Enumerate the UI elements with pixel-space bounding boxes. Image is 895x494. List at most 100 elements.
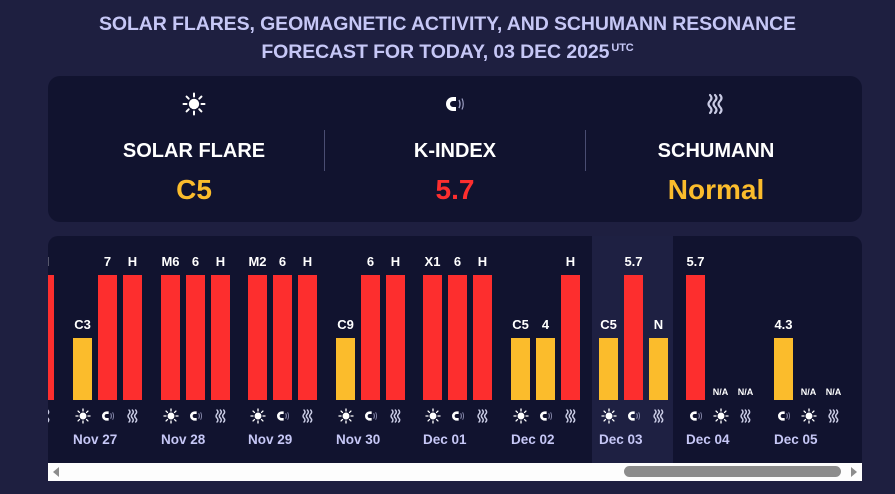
date-label: Dec 04 xyxy=(686,432,730,447)
magnet-icon xyxy=(98,408,117,424)
bar-schumann xyxy=(298,275,317,400)
bar-k-index xyxy=(186,275,205,400)
bar-schumann xyxy=(48,275,54,400)
bar-value-label: H xyxy=(302,254,313,269)
bar-schumann xyxy=(649,338,668,400)
magnet-icon xyxy=(624,408,643,424)
bar-value-label: 4.3 xyxy=(774,317,793,332)
bar-k-index xyxy=(448,275,467,400)
timezone-label: UTC xyxy=(611,42,634,54)
sun-icon xyxy=(599,408,618,424)
magnet-icon xyxy=(273,408,292,424)
bar-value-label: 6 xyxy=(191,254,200,269)
bar-solar-flare xyxy=(161,275,180,400)
bar-value-label: N/A xyxy=(712,387,729,397)
waves-icon xyxy=(211,408,230,424)
horizontal-scrollbar[interactable] xyxy=(48,463,862,481)
bar-value-label: 4 xyxy=(541,317,550,332)
magnet-icon xyxy=(325,92,585,116)
summary-solar-flare: SOLAR FLARE C5 xyxy=(64,76,324,222)
magnet-icon xyxy=(686,408,705,424)
bar-schumann xyxy=(473,275,492,400)
bar-value-label: 7 xyxy=(103,254,112,269)
bar-value-label: H xyxy=(565,254,576,269)
date-label: Nov 30 xyxy=(336,432,381,447)
magnet-icon xyxy=(448,408,467,424)
bar-value-label: H xyxy=(127,254,138,269)
bar-value-label: C9 xyxy=(337,317,354,332)
bar-solar-flare xyxy=(511,338,530,400)
solar-flare-label: SOLAR FLARE xyxy=(122,140,266,162)
sun-icon xyxy=(336,408,355,424)
date-label: Dec 03 xyxy=(599,432,643,447)
title-date: FORECAST FOR TODAY, 03 DEC 2025 xyxy=(261,41,610,63)
sun-icon xyxy=(423,408,442,424)
bar-value-label: C5 xyxy=(512,317,529,332)
bar-value-label: 6 xyxy=(278,254,287,269)
bar-value-label: N xyxy=(653,317,664,332)
bar-value-label: C5 xyxy=(600,317,617,332)
sun-icon xyxy=(711,408,730,424)
magnet-icon xyxy=(186,408,205,424)
schumann-value: Normal xyxy=(667,174,765,205)
waves-icon xyxy=(561,408,580,424)
bar-value-label: 6 xyxy=(453,254,462,269)
solar-flare-value: C5 xyxy=(176,174,212,205)
date-label: Dec 01 xyxy=(423,432,467,447)
date-label: Nov 28 xyxy=(161,432,206,447)
bar-value-label: M2 xyxy=(248,254,267,269)
bar-value-label: C3 xyxy=(74,317,91,332)
bar-value-label: N/A xyxy=(737,387,754,397)
page-title: SOLAR FLARES, GEOMAGNETIC ACTIVITY, AND … xyxy=(0,10,895,66)
bar-value-label: N/A xyxy=(825,387,842,397)
bar-schumann xyxy=(386,275,405,400)
bar-k-index xyxy=(624,275,643,400)
bar-value-label: H xyxy=(390,254,401,269)
bar-solar-flare xyxy=(73,338,92,400)
sun-icon xyxy=(248,408,267,424)
bar-k-index xyxy=(361,275,380,400)
bar-k-index xyxy=(686,275,705,400)
scroll-left-arrow-icon[interactable] xyxy=(53,467,59,477)
forecast-chart[interactable]: H C3 7 H Nov 27 M6 6 H Nov 28 M2 6 H Nov 29 C9 6 H N… xyxy=(48,236,862,480)
bar-k-index xyxy=(273,275,292,400)
waves-icon xyxy=(48,408,54,424)
waves-icon xyxy=(736,408,755,424)
bar-k-index xyxy=(98,275,117,400)
bar-solar-flare xyxy=(248,275,267,400)
waves-icon xyxy=(824,408,843,424)
date-label: Dec 05 xyxy=(774,432,818,447)
scroll-thumb[interactable] xyxy=(624,466,841,477)
summary-divider xyxy=(585,130,586,171)
title-line-1: SOLAR FLARES, GEOMAGNETIC ACTIVITY, AND … xyxy=(99,13,796,35)
bar-schumann xyxy=(561,275,580,400)
bar-solar-flare xyxy=(423,275,442,400)
magnet-icon xyxy=(536,408,555,424)
bar-k-index xyxy=(774,338,793,400)
sun-icon xyxy=(799,408,818,424)
k-index-value: 5.7 xyxy=(435,174,475,205)
waves-icon xyxy=(473,408,492,424)
bar-solar-flare xyxy=(599,338,618,400)
bar-k-index xyxy=(536,338,555,400)
waves-icon xyxy=(586,92,846,116)
summary-schumann: SCHUMANN Normal xyxy=(586,76,846,222)
k-index-label: K-INDEX xyxy=(413,140,497,162)
scroll-right-arrow-icon[interactable] xyxy=(851,467,857,477)
waves-icon xyxy=(649,408,668,424)
summary-divider xyxy=(324,130,325,171)
bar-value-label: H xyxy=(48,254,65,269)
sun-icon xyxy=(73,408,92,424)
bar-schumann xyxy=(211,275,230,400)
bar-value-label: N/A xyxy=(800,387,817,397)
title-line-2: FORECAST FOR TODAY, 03 DEC 2025 UTC xyxy=(0,38,895,66)
magnet-icon xyxy=(361,408,380,424)
summary-card: SOLAR FLARE C5 K-INDEX 5.7 SCHUMANN Norm… xyxy=(48,76,862,222)
bar-value-label: H xyxy=(215,254,226,269)
bar-value-label: H xyxy=(477,254,488,269)
sun-icon xyxy=(511,408,530,424)
summary-k-index: K-INDEX 5.7 xyxy=(325,76,585,222)
waves-icon xyxy=(298,408,317,424)
bar-value-label: M6 xyxy=(161,254,180,269)
bar-solar-flare xyxy=(336,338,355,400)
